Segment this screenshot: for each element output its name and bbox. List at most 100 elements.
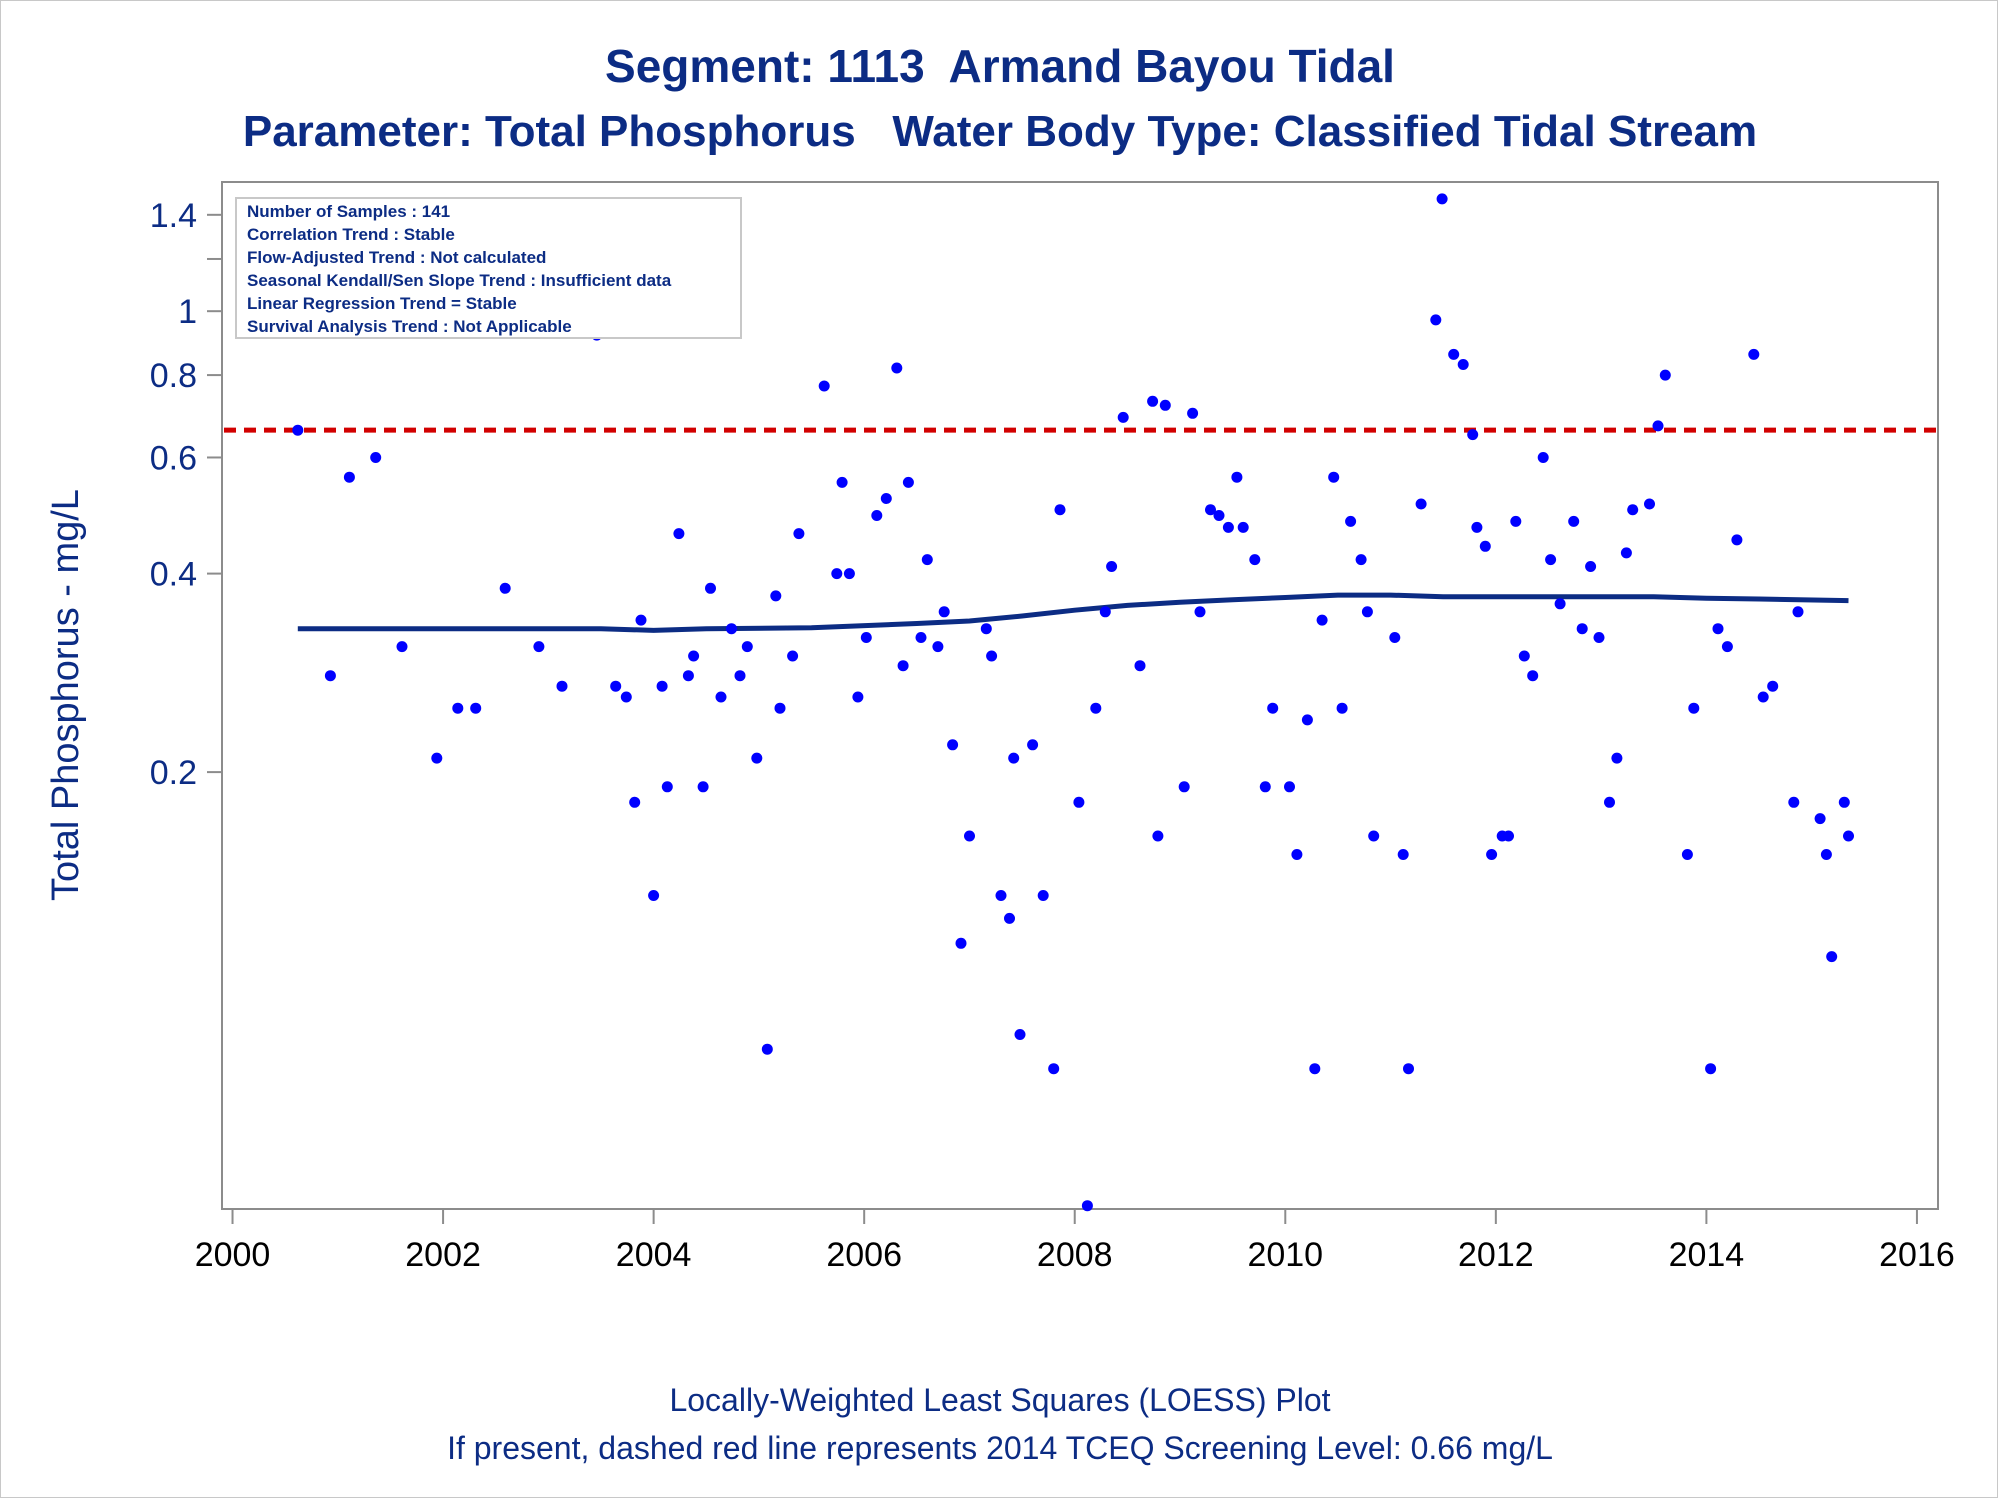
sample-point	[1430, 314, 1442, 326]
sample-point	[902, 476, 914, 488]
sample-point	[1345, 515, 1357, 527]
sample-point	[1267, 702, 1279, 714]
sample-point	[533, 641, 545, 653]
sample-point	[1361, 606, 1373, 618]
sample-point	[1213, 510, 1225, 521]
sample-point	[1316, 614, 1328, 626]
sample-point	[1073, 796, 1085, 808]
sample-point	[1014, 1029, 1026, 1040]
sample-point	[871, 510, 883, 521]
sample-point	[1457, 359, 1469, 370]
sample-points	[292, 193, 1854, 1212]
sample-point	[1397, 849, 1409, 860]
sample-point	[1568, 515, 1580, 527]
sample-point	[891, 362, 903, 374]
x-tick-label: 2008	[1037, 1236, 1113, 1274]
sample-point	[1222, 521, 1234, 533]
sample-point	[818, 380, 830, 392]
sample-point	[921, 554, 933, 566]
footnote-screening-level: If present, dashed red line represents 2…	[447, 1430, 1553, 1466]
sample-point	[860, 632, 872, 643]
sample-point	[1194, 606, 1206, 618]
chart-title: Segment: 1113 Armand Bayou Tidal	[605, 40, 1395, 92]
sample-point	[1355, 554, 1367, 566]
sample-point	[1554, 598, 1566, 610]
sample-point	[1436, 193, 1448, 205]
x-tick-label: 2004	[616, 1236, 692, 1274]
sample-point	[1659, 369, 1671, 381]
x-tick-label: 2000	[195, 1236, 271, 1274]
sample-point	[1593, 632, 1605, 643]
info-survival-analysis-trend: Survival Analysis Trend : Not Applicable	[247, 317, 572, 336]
sample-point	[1705, 1063, 1717, 1075]
sample-point	[1748, 348, 1760, 360]
sample-point	[1604, 796, 1615, 808]
sample-point	[932, 641, 944, 653]
sample-point	[1004, 912, 1015, 924]
sample-point	[1090, 702, 1102, 714]
sample-point	[1471, 521, 1483, 533]
sample-point	[1479, 540, 1491, 552]
sample-point	[741, 641, 753, 653]
sample-point	[880, 493, 892, 504]
sample-point	[370, 452, 382, 463]
sample-point	[1503, 830, 1514, 842]
sample-point	[1259, 781, 1271, 793]
sample-point	[697, 781, 709, 793]
sample-point	[1301, 714, 1313, 726]
sample-point	[1027, 739, 1039, 751]
sample-point	[964, 830, 975, 842]
sample-point	[324, 670, 336, 682]
sample-point	[661, 781, 673, 793]
sample-point	[852, 691, 864, 703]
x-axis: 2000 2002 2004 2006 2008 2010 2012 2014 2016	[195, 1209, 1955, 1274]
sample-point	[726, 623, 737, 635]
sample-point	[1048, 1063, 1060, 1075]
sample-point	[1712, 623, 1724, 635]
sample-point	[1585, 561, 1597, 572]
sample-point	[1767, 680, 1779, 692]
sample-point	[396, 641, 408, 653]
info-linear-regression-trend: Linear Regression Trend = Stable	[247, 294, 517, 313]
sample-point	[1627, 504, 1639, 516]
loess-trend-line	[297, 592, 1849, 633]
sample-point	[1231, 471, 1243, 483]
sample-point	[1757, 691, 1769, 703]
sample-point	[980, 623, 992, 635]
sample-point	[751, 752, 763, 764]
x-tick-label: 2012	[1458, 1236, 1534, 1274]
sample-point	[947, 739, 959, 751]
sample-point	[1510, 515, 1522, 527]
x-tick-label: 2006	[826, 1236, 902, 1274]
sample-point	[292, 424, 304, 436]
sample-point	[986, 650, 998, 662]
sample-point	[1328, 471, 1340, 483]
sample-point	[682, 670, 694, 682]
sample-point	[955, 937, 967, 949]
chart-subtitle: Parameter: Total Phosphorus Water Body T…	[243, 107, 1757, 156]
sample-point	[1106, 561, 1118, 572]
sample-point	[995, 890, 1007, 901]
sample-point	[1008, 752, 1020, 764]
sample-point	[688, 650, 700, 662]
sample-point	[938, 606, 950, 618]
sample-point	[770, 590, 782, 602]
sample-point	[1467, 429, 1479, 441]
sample-point	[761, 1043, 773, 1055]
sample-point	[787, 650, 799, 662]
sample-point	[1788, 796, 1800, 808]
sample-point	[897, 660, 909, 672]
sample-point	[1731, 534, 1743, 546]
sample-point	[343, 471, 355, 483]
sample-point	[1527, 670, 1539, 682]
sample-point	[1152, 830, 1164, 842]
sample-point	[1814, 813, 1826, 825]
sample-point	[843, 568, 855, 580]
x-tick-label: 2002	[405, 1236, 481, 1274]
info-box-frame	[235, 197, 742, 339]
sample-point	[1159, 399, 1171, 411]
sample-point	[1576, 623, 1588, 635]
sample-point	[1237, 521, 1249, 533]
sample-point	[431, 752, 443, 764]
sample-point	[1368, 830, 1380, 842]
